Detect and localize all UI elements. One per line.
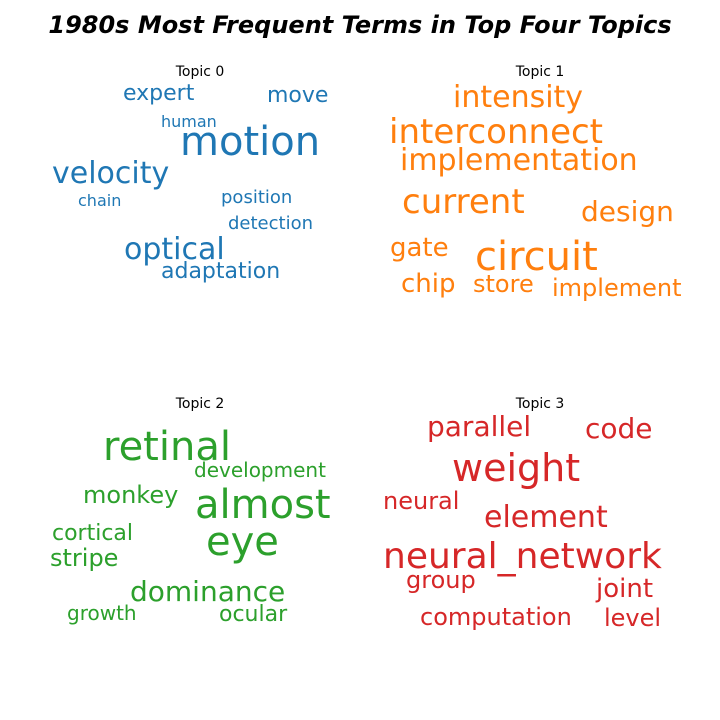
word-weight: weight [452,446,580,490]
word-monkey: monkey [83,481,178,509]
word-motion: motion [180,119,320,165]
word-cortical: cortical [52,521,133,546]
word-neural-network: neural_network [383,536,662,577]
word-group: group [406,566,476,594]
word-position: position [221,187,292,208]
word-current: current [402,182,525,222]
word-eye: eye [206,519,279,565]
word-parallel: parallel [427,410,531,443]
chart-title: 1980s Most Frequent Terms in Top Four To… [48,11,671,39]
word-stripe: stripe [50,544,118,572]
word-adaptation: adaptation [161,259,280,284]
panel-title-topic-2: Topic 2 [175,396,225,412]
word-interconnect: interconnect [389,112,603,152]
panel-title-topic-1: Topic 1 [515,64,565,80]
word-chain: chain [78,191,121,210]
panel-title-topic-0: Topic 0 [175,64,225,80]
word-move: move [267,83,328,108]
word-gate: gate [390,233,449,263]
word-chip: chip [401,269,456,299]
word-detection: detection [228,213,313,234]
word-optical: optical [124,232,225,267]
word-retinal: retinal [103,424,231,470]
word-expert: expert [123,81,195,106]
word-velocity: velocity [52,156,169,191]
word-intensity: intensity [453,80,583,115]
word-human: human [161,112,217,131]
word-neural: neural [383,487,459,515]
word-store: store [473,270,534,298]
word-element: element [484,500,608,535]
word-development: development [194,458,326,482]
word-level: level [604,604,661,632]
word-growth: growth [67,601,137,625]
word-design: design [581,195,674,228]
word-computation: computation [420,603,572,631]
word-layer: motion velocity optical move expert adaptatio… [50,80,681,632]
word-ocular: ocular [219,602,288,627]
word-code: code [585,412,653,445]
word-circuit: circuit [475,234,598,280]
word-implementation: implementation [400,143,638,178]
panel-title-topic-3: Topic 3 [515,396,565,412]
word-joint: joint [595,574,653,604]
word-almost: almost [195,482,331,528]
word-implement: implement [552,274,681,302]
word-dominance: dominance [130,575,285,608]
